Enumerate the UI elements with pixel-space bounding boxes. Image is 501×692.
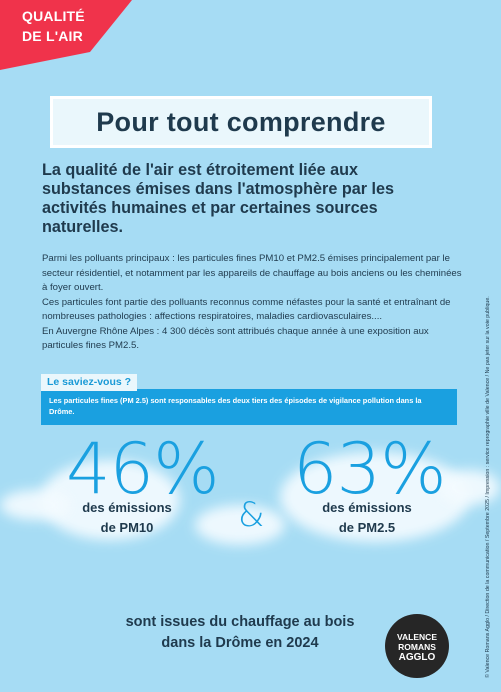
body-paragraph-3: En Auvergne Rhône Alpes : 4 300 décès so… [42,325,429,352]
corner-tag-text: QUALITÉ DE L'AIR [22,6,85,46]
logo-line1: VALENCE [397,632,437,642]
stat-pm10-label-line2: de PM10 [100,520,154,535]
stat-pm25-label-line1: des émissions [322,500,412,515]
body-paragraph-1: Parmi les polluants principaux : les par… [42,253,462,293]
stat-pm25-value: 63% [293,428,447,510]
body-text: Parmi les polluants principaux : les par… [42,252,462,354]
stat-pm25-label: des émissions de PM2.5 [302,498,432,538]
valence-romans-agglo-logo: VALENCE ROMANS AGGLO [385,614,449,678]
did-you-know-tab: Le saviez-vous ? [41,374,138,391]
cloud-center [195,505,285,545]
lead-paragraph: La qualité de l'air est étroitement liée… [42,161,395,236]
logo-line2: ROMANS [398,642,436,652]
conclusion-line2: dans la Drôme en 2024 [161,635,319,651]
ampersand: & [238,495,265,535]
title-box: Pour tout comprendre [50,96,432,148]
corner-tag-line1: QUALITÉ [22,8,85,24]
conclusion-line1: sont issues du chauffage au bois [125,614,355,630]
stat-pm10-label: des émissions de PM10 [62,498,192,538]
corner-tag: QUALITÉ DE L'AIR [0,0,132,70]
corner-tag-line2: DE L'AIR [22,28,83,44]
side-credits: © Valence Romans Agglo / Direction de la… [485,296,491,678]
stat-pm25-label-line2: de PM2.5 [338,520,396,535]
page-title: Pour tout comprendre [96,106,386,137]
conclusion-text: sont issues du chauffage au bois dans la… [110,612,370,654]
cloud-left-small [0,490,70,520]
stat-pm10-value: 46% [66,428,220,510]
stat-pm10-label-line1: des émissions [82,500,172,515]
cloud-right-edge [440,470,500,505]
corner-tag-shape [0,0,132,70]
cloud-right [280,452,470,542]
logo-line3: AGGLO [398,652,436,663]
body-paragraph-2: Ces particules font partie des polluants… [42,296,451,323]
did-you-know-box: Les particules fines (PM 2.5) sont respo… [41,389,457,425]
